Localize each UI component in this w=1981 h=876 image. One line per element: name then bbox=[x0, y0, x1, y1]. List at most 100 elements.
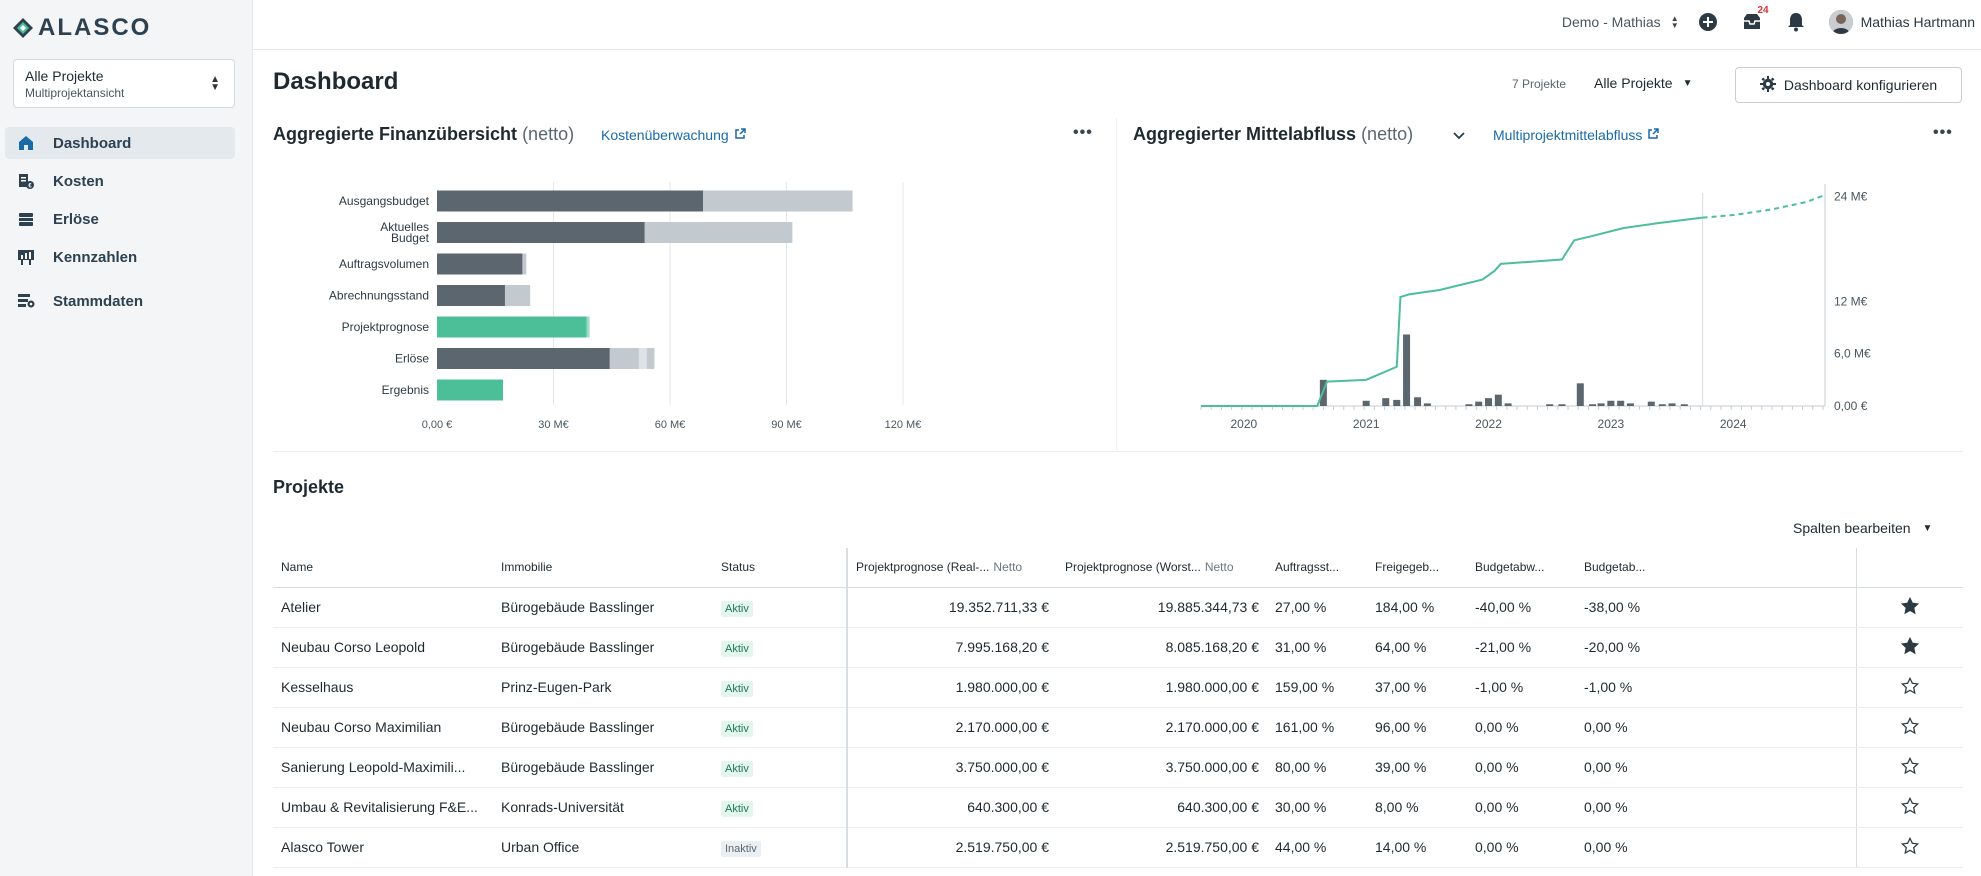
nav-item-erloese[interactable]: Erlöse bbox=[5, 203, 235, 235]
bar[interactable] bbox=[522, 253, 527, 275]
bar[interactable] bbox=[437, 253, 523, 275]
user-menu[interactable]: Mathias Hartmann bbox=[1828, 10, 1975, 34]
cashflow-bar[interactable] bbox=[1504, 403, 1512, 406]
star-outline-icon[interactable] bbox=[1856, 827, 1963, 868]
table-row[interactable]: Atelier Bürogebäude Basslinger Aktiv 19.352… bbox=[273, 587, 1963, 628]
forecast-worst-cell: 2.170.000,00 € bbox=[1057, 707, 1267, 748]
order-status-cell: 44,00 % bbox=[1267, 827, 1367, 868]
edit-columns-dropdown[interactable]: Spalten bearbeiten ▼ bbox=[1793, 520, 1932, 536]
table-row[interactable]: Neubau Corso Maximilian Bürogebäude Bassl… bbox=[273, 707, 1963, 748]
star-outline-icon[interactable] bbox=[1856, 667, 1963, 708]
bar[interactable] bbox=[646, 348, 655, 369]
cashflow-bar[interactable] bbox=[1576, 383, 1584, 406]
cashflow-bar[interactable] bbox=[1423, 403, 1431, 406]
organization-selector[interactable]: Demo - Mathias ▲ ▼ bbox=[1562, 14, 1679, 30]
column-header-order-status[interactable]: Auftragsst... bbox=[1267, 548, 1367, 588]
column-header-released[interactable]: Freigegeb... bbox=[1367, 548, 1467, 588]
inbox-icon[interactable]: 24 bbox=[1741, 5, 1769, 33]
order-status-cell: 27,00 % bbox=[1267, 587, 1367, 628]
cumulative-line[interactable] bbox=[1201, 216, 1703, 407]
cashflow-card-more-icon[interactable]: ••• bbox=[1933, 124, 1953, 141]
multiproject-cashflow-link[interactable]: Multiprojektmittelabfluss bbox=[1493, 127, 1660, 143]
cashflow-bar[interactable] bbox=[1414, 397, 1422, 406]
category-label: Auftragsvolumen bbox=[339, 257, 429, 271]
x-tick-label: 2024 bbox=[1720, 417, 1747, 431]
cashflow-bar[interactable] bbox=[1558, 404, 1566, 406]
forecast-real-cell: 19.352.711,33 € bbox=[846, 587, 1057, 628]
project-selector[interactable]: Alle Projekte Multiprojektansicht ▲ ▼ bbox=[13, 59, 235, 108]
cashflow-bar[interactable] bbox=[1403, 334, 1411, 406]
bar[interactable] bbox=[504, 285, 531, 306]
cashflow-bar[interactable] bbox=[1494, 394, 1502, 406]
project-name-cell: Alasco Tower bbox=[273, 827, 493, 868]
column-header-property[interactable]: Immobilie bbox=[493, 548, 713, 588]
bar[interactable] bbox=[437, 285, 505, 306]
cashflow-bar[interactable] bbox=[1485, 398, 1493, 406]
star-filled-icon[interactable] bbox=[1856, 627, 1963, 668]
nav-item-kennzahlen[interactable]: Kennzahlen bbox=[5, 241, 235, 273]
bar[interactable] bbox=[609, 348, 639, 369]
logo[interactable]: ALASCO bbox=[12, 14, 151, 42]
column-header-name[interactable]: Name bbox=[273, 548, 493, 588]
chevron-down-icon[interactable] bbox=[1452, 128, 1466, 144]
nav-item-dashboard[interactable]: Dashboard bbox=[5, 127, 235, 159]
cashflow-bar[interactable] bbox=[1382, 398, 1390, 406]
star-outline-icon[interactable] bbox=[1856, 747, 1963, 788]
cost-monitoring-link[interactable]: Kostenüberwachung bbox=[601, 127, 746, 143]
bar[interactable] bbox=[437, 316, 587, 338]
user-name: Mathias Hartmann bbox=[1860, 14, 1975, 30]
nav-item-label: Stammdaten bbox=[53, 292, 144, 310]
bar[interactable] bbox=[638, 348, 647, 369]
cashflow-bar[interactable] bbox=[1607, 400, 1615, 406]
cashflow-bar[interactable] bbox=[1597, 403, 1605, 406]
section-divider bbox=[273, 451, 1963, 452]
bar[interactable] bbox=[703, 190, 853, 212]
column-header-status[interactable]: Status bbox=[713, 548, 847, 588]
cashflow-bar[interactable] bbox=[1626, 403, 1634, 406]
bar[interactable] bbox=[437, 348, 610, 369]
status-cell: Aktiv bbox=[713, 787, 847, 828]
status-cell: Aktiv bbox=[713, 587, 847, 628]
bar[interactable] bbox=[437, 190, 704, 212]
cashflow-bar[interactable] bbox=[1647, 401, 1655, 406]
column-header-budget-deviation-1[interactable]: Budgetabw... bbox=[1467, 548, 1576, 588]
bar[interactable] bbox=[586, 316, 590, 338]
star-outline-icon[interactable] bbox=[1856, 707, 1963, 748]
cashflow-bar[interactable] bbox=[1680, 404, 1688, 406]
cashflow-bar[interactable] bbox=[1393, 399, 1401, 406]
table-row[interactable]: Neubau Corso Leopold Bürogebäude Bassling… bbox=[273, 627, 1963, 668]
table-row[interactable]: Kesselhaus Prinz-Eugen-Park Aktiv 1.980.000… bbox=[273, 667, 1963, 708]
bell-icon[interactable] bbox=[1785, 11, 1807, 33]
table-row[interactable]: Umbau & Revitalisierung F&E... Konrads-Un… bbox=[273, 787, 1963, 828]
add-icon[interactable] bbox=[1697, 11, 1719, 33]
configure-dashboard-button[interactable]: Dashboard konfigurieren bbox=[1735, 67, 1962, 103]
bar[interactable] bbox=[644, 222, 793, 243]
cashflow-bar[interactable] bbox=[1362, 400, 1370, 406]
column-header-forecast-real[interactable]: Projektprognose (Real-... Netto bbox=[846, 548, 1057, 588]
finance-card-more-icon[interactable]: ••• bbox=[1073, 124, 1093, 141]
star-filled-icon[interactable] bbox=[1856, 587, 1963, 628]
cashflow-bar[interactable] bbox=[1465, 404, 1473, 406]
table-row[interactable]: Sanierung Leopold-Maximili... Bürogebäude… bbox=[273, 747, 1963, 788]
finance-card-title-text: Aggregierte Finanzübersicht bbox=[273, 124, 518, 144]
cashflow-bar[interactable] bbox=[1475, 401, 1483, 406]
nav-item-stammdaten[interactable]: Stammdaten bbox=[5, 285, 235, 317]
star-outline-icon[interactable] bbox=[1856, 787, 1963, 828]
column-header-budget-deviation-2[interactable]: Budgetab... bbox=[1576, 548, 1857, 588]
bar[interactable] bbox=[437, 379, 504, 401]
forecast-line[interactable] bbox=[1702, 194, 1826, 219]
cashflow-bar[interactable] bbox=[1589, 404, 1597, 406]
external-link-icon bbox=[1647, 127, 1660, 143]
cashflow-bar[interactable] bbox=[1658, 404, 1666, 406]
bar[interactable] bbox=[437, 222, 645, 243]
caret-down-icon: ▼ bbox=[1682, 77, 1693, 89]
project-filter-dropdown[interactable]: Alle Projekte ▼ bbox=[1594, 75, 1693, 91]
column-header-forecast-worst[interactable]: Projektprognose (Worst... Netto bbox=[1057, 548, 1267, 588]
cashflow-bar[interactable] bbox=[1668, 403, 1676, 406]
cashflow-bar[interactable] bbox=[1617, 400, 1625, 406]
status-cell: Aktiv bbox=[713, 707, 847, 748]
property-cell: Bürogebäude Basslinger bbox=[493, 627, 713, 668]
nav-item-kosten[interactable]: € Kosten bbox=[5, 165, 235, 197]
cashflow-bar[interactable] bbox=[1546, 404, 1554, 406]
table-row[interactable]: Alasco Tower Urban Office Inaktiv 2.519.750… bbox=[273, 827, 1963, 868]
